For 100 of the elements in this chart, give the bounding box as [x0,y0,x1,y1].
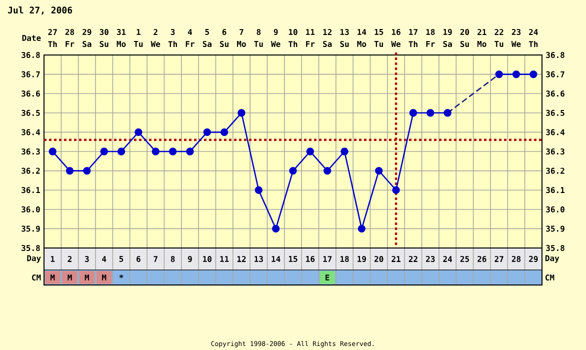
text: CM [546,274,554,281]
y2-tick-label: 35.9 [546,226,564,232]
chart-title: Jul 27, 2006 [8,6,72,15]
x-tick-label: 24 [443,256,452,262]
text: M [84,274,90,280]
point [444,109,452,117]
text: 21 [478,29,486,35]
text: Tu [134,41,143,47]
text: 12 [323,29,332,35]
y2-tick-label: 36.3 [546,148,564,155]
text: 27 [48,29,57,35]
text: Fr [186,41,194,47]
text: Day [545,255,560,263]
point [66,166,74,175]
y2-tick-label: 36.4 [546,129,565,136]
text: 29 [82,28,92,36]
text: E [326,274,330,280]
text: Date [22,35,41,41]
text: Su [460,40,469,48]
point [324,166,332,175]
y-tick-label: 36.0 [22,206,40,212]
text: Tu [494,41,504,47]
x-tick-label: 22 [408,256,418,262]
text: 22 [494,29,504,35]
y2-tick-label: 36.1 [546,187,565,194]
text: 3 [170,28,175,36]
text: 31 [116,28,126,36]
point [152,148,160,156]
text: CM [32,274,41,281]
point [238,109,246,117]
y2-tick-label: 35.8 [546,244,564,252]
point [512,70,520,78]
text: 18 [426,28,435,36]
x-tick-label: 3 [85,256,89,262]
text: Su [340,40,349,48]
text: Th [408,40,418,48]
point [375,166,383,175]
text: We [391,41,401,47]
x-tick-label: 6 [136,256,140,262]
x-tick-label: 26 [478,256,486,262]
point [289,166,297,175]
y-tick-label: 36.4 [22,129,40,136]
y-tick-label: 35.8 [22,244,40,252]
y-tick-label: 36.6 [22,90,40,97]
text: Mo [357,41,366,47]
text: * [119,274,124,278]
text: 19 [443,28,452,36]
text: Su [100,40,108,48]
point [203,128,211,136]
x-tick-label: 12 [237,256,246,262]
text: 5 [205,29,209,35]
x-tick-label: 29 [529,256,538,262]
point [134,128,142,136]
text: 11 [306,29,315,35]
text: 30 [100,28,108,36]
point [48,148,56,156]
x-tick-label: 19 [358,256,366,262]
text: Tu [254,41,263,47]
text: Tu [374,41,384,47]
y2-tick-label: 36.5 [546,110,564,116]
text: 2 [154,29,158,35]
x-tick-label: 15 [288,256,298,262]
y-tick-label: 36.3 [22,148,40,155]
y-tick-label: 36.2 [22,168,40,174]
y2-tick-label: 36.6 [546,90,564,97]
text: 28 [65,28,74,36]
text: 4 [188,29,192,35]
text: 7 [240,29,244,35]
point [220,128,228,136]
x-tick-label: 13 [254,256,263,262]
text: 1 [136,29,140,35]
x-tick-label: 16 [306,256,315,262]
text: Th [528,40,538,48]
text: Fr [426,41,435,47]
point [83,166,91,175]
x-tick-label: 8 [170,256,175,262]
x-tick-label: 9 [188,256,192,262]
point [358,224,366,233]
text: Th [168,40,177,48]
point [168,148,177,156]
text: 23 [512,28,521,36]
text: We [511,41,521,47]
y-tick-label: 36.5 [22,110,40,116]
text: Th [288,40,298,48]
text: Sa [82,40,92,48]
text: 10 [288,28,298,36]
point [426,109,434,117]
text: Sa [443,40,452,48]
text: Day [27,255,41,263]
point [272,224,280,233]
text: M [68,274,72,280]
point [186,148,194,156]
point [495,70,503,78]
x-tick-label: 25 [460,256,469,262]
x-tick-label: 18 [340,256,349,262]
point [306,148,314,156]
text: Sa [323,40,332,48]
point [117,148,126,156]
point [409,109,418,117]
y-tick-label: 36.8 [22,52,40,58]
